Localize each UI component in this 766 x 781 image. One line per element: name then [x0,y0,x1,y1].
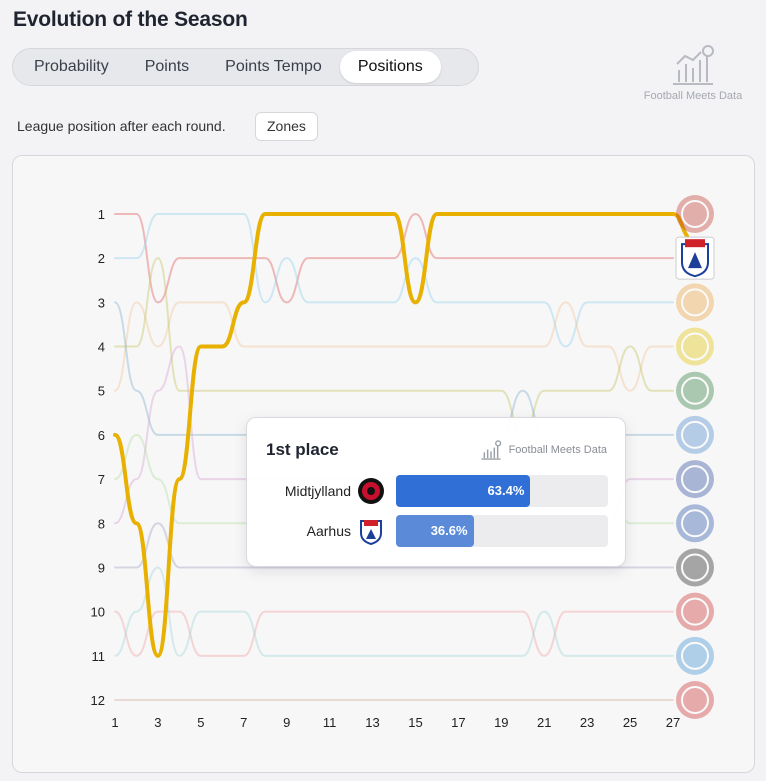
x-tick-label: 25 [623,715,637,730]
badge-12-icon [676,681,714,719]
x-tick-label: 21 [537,715,551,730]
chart-subtitle: League position after each round. [17,118,226,134]
probability-bar-track: 36.6% [396,515,608,547]
badge-9-icon [676,548,714,587]
badge-5-icon [676,371,714,410]
y-tick-label: 5 [98,384,105,399]
zones-button[interactable]: Zones [255,112,318,141]
probability-value: 36.6% [430,523,468,538]
tab-probability[interactable]: Probability [34,58,109,75]
y-tick-label: 11 [92,649,106,664]
tab-points-tempo[interactable]: Points Tempo [225,58,322,75]
probability-bar: 63.4% [396,475,531,507]
badge-1-icon [676,195,714,233]
tooltip-brand-text: Football Meets Data [508,444,607,456]
series-line [114,213,674,348]
series-line [114,301,674,392]
series-line [114,566,674,657]
y-tick-label: 9 [98,560,105,575]
probability-bar: 36.6% [396,515,474,547]
x-tick-label: 9 [283,715,290,730]
series-line [114,610,674,657]
x-tick-label: 15 [408,715,422,730]
series-line [114,257,674,436]
y-tick-label: 6 [98,428,105,443]
x-tick-label: 7 [240,715,247,730]
badge-6-icon [676,415,714,454]
tab-positions[interactable]: Positions [339,51,441,83]
series-line [114,522,674,569]
x-tick-label: 27 [666,715,680,730]
y-tick-label: 1 [98,207,105,222]
team-name: Aarhus [306,523,351,539]
x-tick-label: 5 [197,715,204,730]
x-tick-label: 17 [451,715,465,730]
y-tick-label: 10 [91,605,105,620]
probability-bar-track: 63.4% [396,475,608,507]
x-tick-label: 3 [154,715,161,730]
x-tick-label: 23 [580,715,594,730]
highlighted-series-line [113,212,675,658]
tooltip: 1st place Football Meets Data Midtjyllan… [246,417,626,567]
team-name: Midtjylland [284,483,351,499]
badge-7-icon [676,460,714,499]
badge-10-icon [676,592,714,631]
tooltip-brand: Football Meets Data [479,440,607,460]
tab-points[interactable]: Points [144,58,190,75]
page-title: Evolution of the Season [13,8,248,31]
brand-logo: Football Meets Data [630,44,756,108]
midtjylland-logo-icon [358,478,384,504]
probability-value: 63.4% [487,483,525,498]
x-tick-label: 11 [323,715,337,730]
y-tick-label: 8 [98,516,105,531]
badge-8-icon [676,504,714,543]
y-tick-label: 2 [98,251,105,266]
aarhus-logo-icon [360,520,382,545]
series-line [114,301,674,436]
x-tick-label: 13 [365,715,379,730]
tooltip-row: Midtjylland 63.4% [247,475,627,507]
y-tick-label: 4 [98,340,105,355]
tooltip-row: Aarhus 36.6% [247,515,627,547]
x-tick-label: 19 [494,715,508,730]
series-line [114,213,674,304]
view-tabs: Probability Points Points Tempo Position… [12,48,479,86]
badge-4-icon [676,327,714,366]
y-tick-label: 12 [91,693,105,708]
badge-2-icon [675,236,715,280]
badge-11-icon [676,636,714,675]
chart-ball-icon [673,45,714,85]
y-tick-label: 7 [98,472,105,487]
tooltip-title: 1st place [266,440,339,459]
x-tick-label: 1 [111,715,118,730]
y-tick-label: 3 [98,295,105,310]
brand-text: Football Meets Data [643,90,743,102]
badge-3-icon [676,283,714,322]
highlighted-series-end [671,212,689,238]
chart-ball-icon [481,440,501,460]
